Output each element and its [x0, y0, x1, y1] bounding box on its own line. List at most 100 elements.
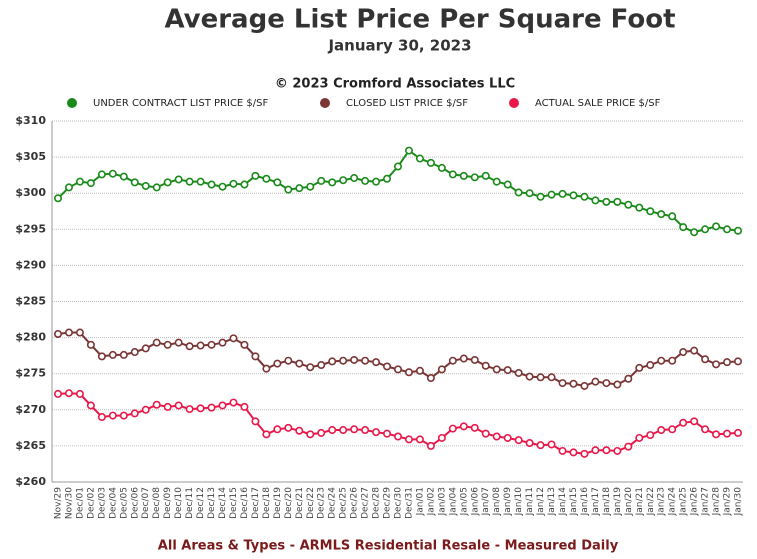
x-tick-label: Dec/09	[163, 487, 173, 519]
x-tick-label: Jan/30	[734, 487, 744, 517]
data-point	[492, 365, 501, 374]
data-point	[393, 162, 402, 171]
data-point	[108, 169, 117, 178]
data-point	[207, 180, 216, 189]
data-point	[470, 355, 479, 364]
x-tick-label: Jan/11	[525, 487, 535, 516]
data-point	[119, 350, 128, 359]
data-point	[635, 433, 644, 442]
x-tick-label: Dec/11	[185, 487, 195, 519]
data-point	[328, 357, 337, 366]
x-tick-label: Dec/06	[130, 487, 140, 519]
data-point	[163, 340, 172, 349]
data-point	[295, 184, 304, 193]
data-point	[163, 178, 172, 187]
y-tick-label: $280	[15, 331, 46, 344]
x-tick-label: Dec/26	[350, 487, 360, 519]
x-tick-label: Dec/20	[284, 487, 294, 519]
data-point	[185, 405, 194, 414]
x-tick-label: Jan/10	[514, 487, 524, 517]
x-tick-label: Nov/30	[64, 487, 74, 519]
data-point	[185, 342, 194, 351]
data-point	[481, 429, 490, 438]
data-point	[240, 402, 249, 411]
x-tick-label: Jan/21	[635, 487, 645, 516]
data-point	[712, 222, 721, 231]
data-point	[437, 433, 446, 442]
x-tick-label: Jan/04	[448, 487, 458, 517]
data-point	[580, 449, 589, 458]
y-tick-label: $285	[15, 295, 46, 308]
x-tick-label: Jan/26	[690, 487, 700, 517]
x-tick-label: Dec/04	[108, 487, 118, 519]
data-point	[525, 372, 534, 381]
data-point	[273, 178, 282, 187]
data-point	[383, 362, 392, 371]
legend-label: CLOSED LIST PRICE $/SF	[346, 98, 468, 109]
data-point	[547, 190, 556, 199]
y-tick-label: $290	[15, 258, 46, 271]
data-point	[262, 174, 271, 183]
x-tick-label: Jan/29	[723, 487, 733, 517]
x-tick-label: Jan/20	[624, 487, 634, 517]
data-point	[448, 170, 457, 179]
data-point	[415, 366, 424, 375]
data-point	[75, 328, 84, 337]
data-point	[328, 426, 337, 435]
data-point	[459, 422, 468, 431]
data-point	[580, 381, 589, 390]
data-point	[383, 174, 392, 183]
data-point	[404, 368, 413, 377]
data-point	[196, 404, 205, 413]
x-tick-label: Jan/18	[602, 487, 612, 517]
data-point	[536, 441, 545, 450]
data-point	[624, 200, 633, 209]
data-point	[262, 430, 271, 439]
data-point	[372, 358, 381, 367]
data-point	[733, 357, 742, 366]
data-point	[657, 210, 666, 219]
x-tick-label: Dec/17	[251, 487, 261, 519]
x-tick-label: Dec/28	[372, 487, 382, 519]
data-point	[712, 360, 721, 369]
data-point	[141, 181, 150, 190]
data-point	[119, 411, 128, 420]
data-point	[514, 188, 523, 197]
data-point	[393, 365, 402, 374]
x-tick-label: Jan/17	[591, 487, 601, 516]
data-point	[426, 374, 435, 383]
data-point	[415, 154, 424, 163]
data-point	[701, 225, 710, 234]
x-tick-label: Jan/22	[646, 487, 656, 516]
y-tick-label: $305	[15, 150, 46, 163]
x-tick-label: Dec/30	[394, 487, 404, 519]
x-tick-label: Dec/07	[141, 487, 151, 519]
data-point	[624, 374, 633, 383]
data-point	[383, 429, 392, 438]
x-tick-label: Jan/24	[668, 487, 678, 517]
data-point	[141, 405, 150, 414]
data-point	[361, 356, 370, 365]
x-tick-label: Dec/15	[229, 487, 239, 519]
x-tick-label: Jan/06	[470, 487, 480, 517]
data-point	[152, 400, 161, 409]
data-point	[712, 430, 721, 439]
data-point	[350, 425, 359, 434]
data-point	[240, 180, 249, 189]
x-tick-label: Dec/27	[361, 487, 371, 519]
data-point	[503, 366, 512, 375]
data-point	[558, 446, 567, 455]
data-point	[613, 380, 622, 389]
data-point	[470, 423, 479, 432]
data-point	[602, 446, 611, 455]
x-tick-label: Dec/10	[174, 487, 184, 519]
data-point	[690, 346, 699, 355]
data-point	[679, 418, 688, 427]
data-point	[229, 179, 238, 188]
x-tick-label: Jan/13	[547, 487, 557, 516]
data-point	[635, 203, 644, 212]
data-point	[64, 183, 73, 192]
data-point	[317, 176, 326, 185]
x-tick-label: Jan/05	[459, 487, 469, 516]
